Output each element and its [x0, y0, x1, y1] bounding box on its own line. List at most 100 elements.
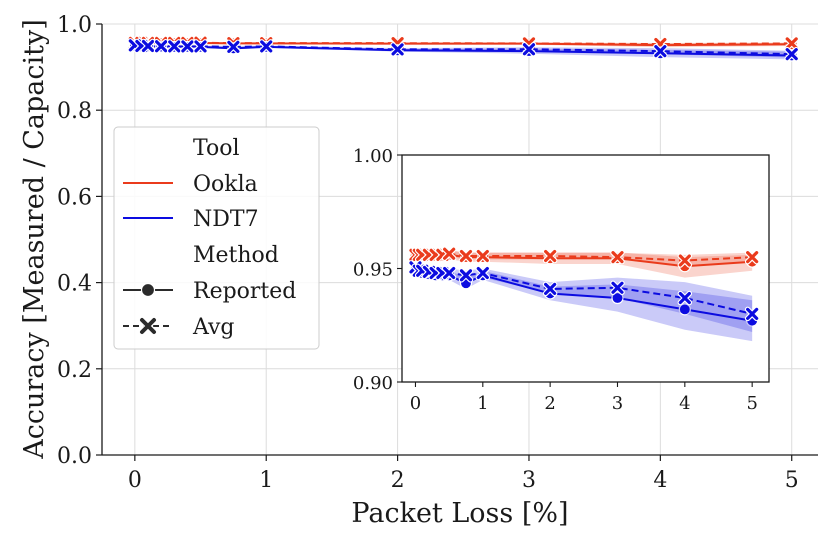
x-axis-title: Packet Loss [%]	[351, 498, 568, 529]
legend-title-method: Method	[193, 243, 279, 268]
y-tick-label: 0.0	[57, 444, 92, 469]
inset-ndt7-reported-point	[678, 303, 691, 316]
marker-cross	[544, 282, 557, 296]
marker-cross	[746, 307, 759, 320]
marker-cross	[654, 45, 667, 58]
inset-zoom-plot: 0 1 2 3 4 5 0.90 0.95 1.00	[353, 146, 770, 414]
main-ndt7-avg-point	[193, 39, 208, 54]
marker-cross	[443, 247, 456, 260]
inset-x-tick-label: 1	[477, 393, 488, 414]
main-ookla-avg-point	[784, 36, 799, 51]
inset-ndt7-avg-point	[677, 290, 693, 306]
marker-cross	[746, 251, 759, 264]
main-ndt7-avg-point	[153, 38, 169, 54]
inset-x-tick-label: 5	[746, 393, 757, 414]
x-tick-label: 5	[785, 468, 799, 493]
y-tick-label: 1.0	[57, 13, 92, 38]
main-ndt7-avg-point	[390, 42, 405, 57]
marker-cross	[181, 40, 194, 53]
inset-ndt7-avg-point	[744, 306, 760, 322]
marker-cross	[678, 291, 691, 305]
y-tick-label: 0.2	[57, 358, 92, 383]
legend-avg-marker	[138, 316, 158, 336]
y-tick-label: 0.8	[57, 99, 92, 124]
x-tick-label: 4	[653, 468, 667, 493]
marker-cross	[168, 40, 181, 53]
main-ndt7-avg-point	[167, 39, 182, 54]
y-tick-label: 0.6	[57, 185, 92, 210]
inset-ookla-avg-point	[475, 248, 491, 264]
x-tick-label: 2	[391, 468, 405, 493]
main-ookla-avg-band	[134, 42, 792, 46]
inset-ndt7-avg-point	[610, 280, 625, 296]
inset-ndt7-reported-point	[611, 291, 624, 305]
marker-cross	[476, 266, 489, 280]
marker-cross	[141, 39, 155, 53]
inset-ndt7-avg-point	[441, 265, 457, 281]
main-tick-labels: 0 1 2 3 4 5 0.0 0.2 0.4 0.6 0.8 1.0	[57, 13, 799, 493]
x-tick-label: 0	[128, 468, 142, 493]
marker-cross	[260, 40, 273, 53]
legend: Tool Ookla NDT7 Method Reported Avg	[113, 126, 320, 350]
inset-ookla-avg-band	[415, 250, 753, 267]
inset-ookla-avg-point	[677, 253, 693, 268]
marker-cross	[678, 254, 691, 267]
marker-cross	[459, 249, 473, 263]
inset-ndt7-avg-point	[458, 268, 474, 283]
inset-ndt7-avg-point	[542, 281, 558, 297]
legend-ookla-label: Ookla	[193, 172, 258, 197]
inset-x-tick-label: 3	[612, 393, 623, 414]
marker-cross	[785, 48, 798, 61]
marker-cross	[522, 43, 536, 56]
main-data-layer	[127, 35, 799, 62]
inset-y-tick-label: 0.95	[353, 260, 393, 281]
legend-reported-marker	[140, 282, 156, 298]
marker-cross	[611, 251, 624, 264]
inset-ookla-avg-point	[458, 248, 474, 264]
marker-cross	[459, 269, 473, 282]
marker-cross	[476, 249, 489, 263]
legend-avg-label: Avg	[192, 315, 235, 340]
marker-cross	[155, 40, 168, 53]
inset-ookla-avg-point	[441, 246, 457, 261]
marker-cross	[785, 37, 798, 50]
inset-background	[401, 154, 770, 383]
marker-cross	[443, 266, 456, 280]
inset-x-tick-label: 2	[544, 393, 555, 414]
main-ndt7-avg-point	[226, 39, 241, 55]
main-ndt7-avg-point	[140, 38, 156, 54]
inset-ndt7-avg-band	[415, 263, 753, 333]
main-axes	[96, 23, 818, 461]
x-tick-label: 1	[259, 468, 273, 493]
main-ndt7-avg-point	[784, 46, 799, 62]
x-tick-label: 3	[522, 468, 536, 493]
legend-title-tool: Tool	[193, 136, 240, 161]
y-tick-label: 0.4	[57, 272, 92, 297]
inset-ndt7-reported-band	[415, 266, 753, 342]
marker-cross	[544, 249, 557, 263]
legend-reported-label: Reported	[193, 279, 296, 304]
y-axis-title: Accuracy [Measured / Capacity]	[19, 19, 50, 460]
main-ndt7-avg-point	[521, 41, 537, 57]
marker-cross	[391, 43, 404, 56]
main-ndt7-reported-band	[134, 45, 792, 60]
inset-ookla-avg-point	[542, 248, 558, 264]
marker-cross	[611, 281, 624, 294]
main-ndt7-avg-point	[653, 43, 668, 59]
inset-y-tick-label: 1.00	[353, 146, 393, 167]
inset-y-tick-label: 0.90	[353, 373, 393, 394]
inset-x-tick-label: 4	[679, 393, 690, 414]
inset-ookla-avg-point	[744, 249, 760, 265]
main-ndt7-avg-point	[180, 39, 195, 54]
inset-data-layer	[408, 246, 760, 342]
legend-ndt7-label: NDT7	[193, 207, 259, 232]
main-ndt7-avg-point	[258, 39, 274, 54]
inset-tick-labels: 0 1 2 3 4 5 0.90 0.95 1.00	[353, 146, 758, 414]
inset-ndt7-avg-point	[475, 265, 491, 281]
marker-cross	[194, 40, 207, 53]
inset-ookla-avg-point	[610, 249, 625, 265]
inset-x-tick-label: 0	[410, 393, 421, 414]
marker-cross	[227, 40, 240, 53]
main-ndt7-avg-band	[134, 44, 792, 58]
